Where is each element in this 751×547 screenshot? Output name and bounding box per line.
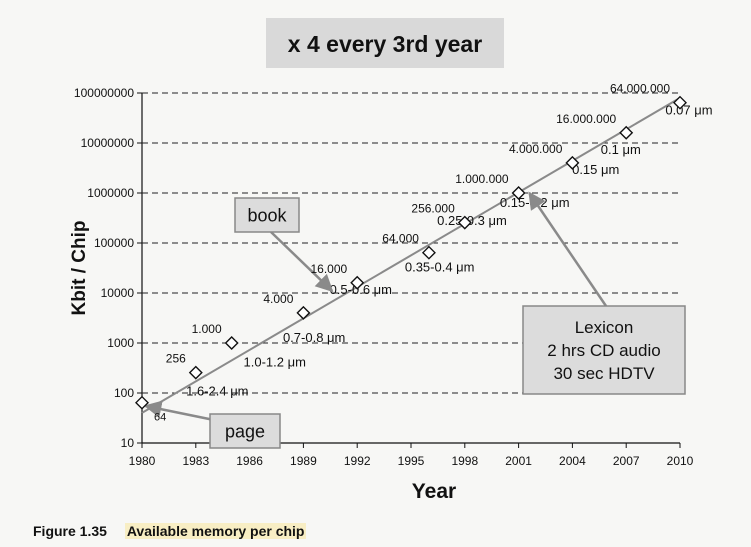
y-tick-labels: 10 100 1000 10000 100000 1000000 10000000 10000… [74,86,134,450]
data-point-label: 16.000 [310,262,347,276]
data-point-label: 4.000 [263,292,293,306]
x-tick-label: 1980 [129,454,156,468]
y-tick-label: 10000 [101,286,135,300]
trend-line [141,96,681,414]
feature-size-label: 0.07 μm [665,103,712,118]
caption-text: Available memory per chip [124,523,307,539]
x-tick-label: 1983 [182,454,209,468]
gridlines [137,92,680,444]
data-point-marker [135,395,149,410]
x-tick-label: 1986 [236,454,263,468]
x-tick-labels: 1980 1983 1986 1989 1992 1995 1998 2001 2004 2007… [129,443,694,468]
callouts: book page Lexicon 2 hrs CD audio 30 sec HDTV [209,197,686,449]
data-point-marker [421,245,436,260]
x-tick-label: 1998 [451,454,478,468]
y-tick-label: 100000 [94,236,134,250]
feature-size-label: 0.15 μm [572,162,619,177]
x-tick-label: 2004 [559,454,586,468]
y-tick-label: 10 [121,436,135,450]
callout-arrow [143,400,215,422]
y-axis-label: Kbit / Chip [69,221,90,316]
data-point-label: 64 [154,412,166,424]
feature-size-label: 0.25-0.3 μm [437,213,507,228]
feature-size-label: 1.0-1.2 μm [244,354,306,369]
trend-line-segment [141,96,681,414]
data-point-marker [619,125,634,140]
feature-size-label: 0.35-0.4 μm [405,259,475,274]
x-axis-label: Year [412,480,456,503]
callout-box [209,413,281,449]
callout-text: Lexicon [575,318,634,337]
data-point-label: 256.000 [411,202,455,216]
data-point-marker [511,186,526,200]
x-tick-label: 2007 [613,454,640,468]
data-point-marker [673,95,687,110]
callout-box [234,197,300,233]
data-point-label: 64.000.000 [610,82,670,96]
y-tick-label: 100 [114,386,134,400]
y-tick-label: 10000000 [81,136,135,150]
callout-text: book [247,205,287,225]
feature-size-label: 0.7-0.8 μm [283,330,345,345]
data-point-label: 16.000.000 [556,112,616,126]
x-tick-label: 1992 [344,454,371,468]
feature-size-label: 0.5-0.6 μm [330,282,392,297]
chart-title: x 4 every 3rd year [288,31,482,57]
data-point-marker [224,336,239,350]
x-tick-label: 1989 [290,454,317,468]
callout-box [522,305,686,395]
callout-text: page [225,421,265,441]
data-point-label: 1.000 [192,322,222,336]
feature-size-label: 1.6-2.4 μm [186,383,248,398]
callout-text: 30 sec HDTV [553,364,655,383]
data-point-marker [188,365,203,380]
callout-arrow [270,231,334,293]
data-point-label: 4.000.000 [509,142,563,156]
callout-text: 2 hrs CD audio [547,341,660,360]
data-point-label: 256 [166,352,186,366]
data-points [135,95,687,410]
y-tick-label: 1000 [107,336,134,350]
x-tick-label: 2001 [505,454,532,468]
chart-title-box [266,18,504,68]
y-tick-label: 1000000 [87,186,134,200]
data-point-marker [565,155,580,170]
x-tick-label: 2010 [667,454,694,468]
data-point-marker [296,305,311,320]
caption-number: Figure 1.35 [33,523,107,539]
figure-caption: Figure 1.35 Available memory per chip [33,523,307,539]
feature-size-labels: 1.6-2.4 μm 1.0-1.2 μm 0.7-0.8 μm 0.5-0.6 μm… [186,103,712,399]
y-tick-label: 100000000 [74,86,134,100]
callout-arrow [528,191,608,307]
data-point-marker [457,215,472,230]
data-point-label: 64.000 [382,232,419,246]
data-point-labels: 64 256 1.000 4.000 16.000 64.000 256.000 1.000.… [154,82,670,424]
feature-size-label: 0.1 μm [601,142,641,157]
callout-arrows [143,191,608,422]
data-point-marker [350,275,365,290]
x-tick-label: 1995 [398,454,425,468]
data-point-label: 1.000.000 [455,172,509,186]
